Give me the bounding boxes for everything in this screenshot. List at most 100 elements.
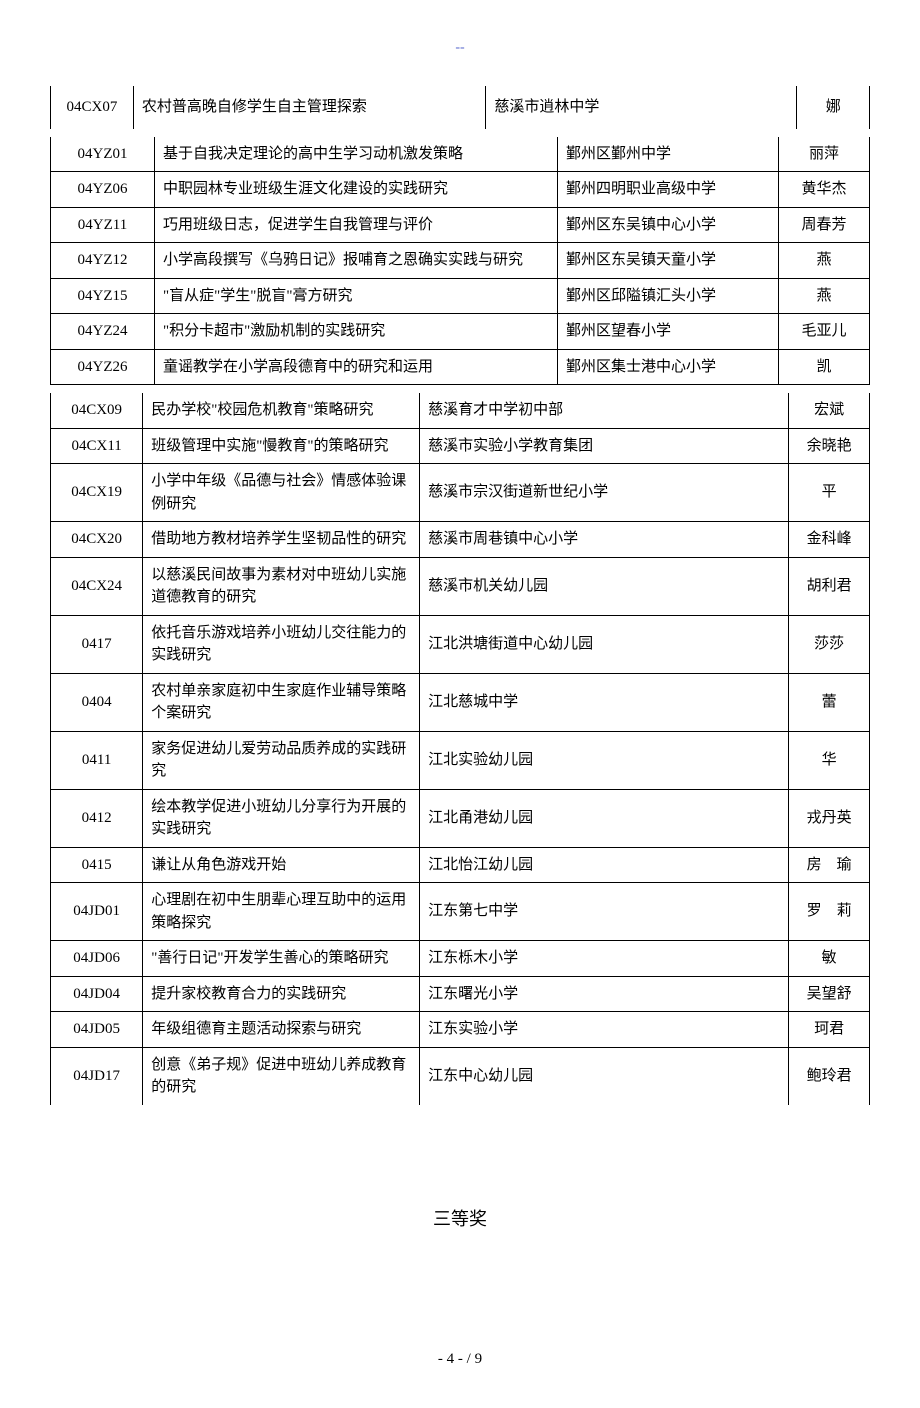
cell-school: 慈溪育才中学初中部 [420,393,789,428]
table-row: 0412 绘本教学促进小班幼儿分享行为开展的实践研究 江北甬港幼儿园 戎丹英 [51,789,870,847]
cell-code: 04CX07 [51,86,134,129]
cell-school: 慈溪市宗汉街道新世纪小学 [420,464,789,522]
table-row: 04YZ06 中职园林专业班级生涯文化建设的实践研究 鄞州四明职业高级中学 黄华… [51,172,870,208]
cell-person: 蕾 [789,673,870,731]
cell-person: 平 [789,464,870,522]
cell-code: 0415 [51,847,143,883]
cell-code: 04YZ26 [51,349,155,385]
cell-person: 房 瑜 [789,847,870,883]
cell-code: 0417 [51,615,143,673]
cell-person: 燕 [779,243,870,279]
cell-school: 鄞州区鄞州中学 [558,137,779,172]
cell-code: 04JD01 [51,883,143,941]
cell-school: 慈溪市实验小学教育集团 [420,428,789,464]
cell-person: 毛亚儿 [779,314,870,350]
cell-title: 谦让从角色游戏开始 [143,847,420,883]
table-row: 04JD04 提升家校教育合力的实践研究 江东曙光小学 吴望舒 [51,976,870,1012]
page-footer: - 4 - / 9 [0,1351,920,1368]
cell-school: 江北怡江幼儿园 [420,847,789,883]
cell-school: 鄞州区东吴镇中心小学 [558,207,779,243]
cell-school: 江北慈城中学 [420,673,789,731]
table-row: 0411 家务促进幼儿爱劳动品质养成的实践研究 江北实验幼儿园 华 [51,731,870,789]
cell-school: 江东曙光小学 [420,976,789,1012]
cell-title: "盲从症"学生"脱盲"膏方研究 [155,278,558,314]
cell-title: 以慈溪民间故事为素材对中班幼儿实施道德教育的研究 [143,557,420,615]
cell-person: 敏 [789,941,870,977]
table-row: 04CX20 借助地方教材培养学生坚韧品性的研究 慈溪市周巷镇中心小学 金科峰 [51,522,870,558]
table-row: 0404 农村单亲家庭初中生家庭作业辅导策略个案研究 江北慈城中学 蕾 [51,673,870,731]
cell-person: 宏斌 [789,393,870,428]
table-row: 04JD01 心理剧在初中生朋辈心理互助中的运用策略探究 江东第七中学 罗 莉 [51,883,870,941]
cell-person: 金科峰 [789,522,870,558]
cell-code: 04YZ11 [51,207,155,243]
cell-title: 民办学校"校园危机教育"策略研究 [143,393,420,428]
cell-school: 江东第七中学 [420,883,789,941]
cell-title: 农村单亲家庭初中生家庭作业辅导策略个案研究 [143,673,420,731]
cell-code: 04YZ01 [51,137,155,172]
cell-title: 借助地方教材培养学生坚韧品性的研究 [143,522,420,558]
cell-title: 提升家校教育合力的实践研究 [143,976,420,1012]
cell-title: "积分卡超市"激励机制的实践研究 [155,314,558,350]
cell-person: 丽萍 [779,137,870,172]
cell-code: 04JD05 [51,1012,143,1048]
cell-code: 0412 [51,789,143,847]
cell-school: 鄞州区望春小学 [558,314,779,350]
table-row: 0417 依托音乐游戏培养小班幼儿交往能力的实践研究 江北洪塘街道中心幼儿园 莎… [51,615,870,673]
cell-code: 04CX19 [51,464,143,522]
table-row: 04YZ15 "盲从症"学生"脱盲"膏方研究 鄞州区邱隘镇汇头小学 燕 [51,278,870,314]
cell-title: 班级管理中实施"慢教育"的策略研究 [143,428,420,464]
cell-code: 04YZ12 [51,243,155,279]
cell-title: 童谣教学在小学高段德育中的研究和运用 [155,349,558,385]
cell-title: 巧用班级日志，促进学生自我管理与评价 [155,207,558,243]
cell-person: 周春芳 [779,207,870,243]
cell-title: 中职园林专业班级生涯文化建设的实践研究 [155,172,558,208]
cell-person: 凯 [779,349,870,385]
cell-code: 0404 [51,673,143,731]
cell-school: 江北洪塘街道中心幼儿园 [420,615,789,673]
table-1: 04CX07 农村普高晚自修学生自主管理探索 慈溪市逍林中学 娜 [50,86,870,129]
cell-code: 04JD17 [51,1047,143,1105]
cell-person: 黄华杰 [779,172,870,208]
table-row: 04YZ26 童谣教学在小学高段德育中的研究和运用 鄞州区集士港中心小学 凯 [51,349,870,385]
cell-person: 华 [789,731,870,789]
cell-person: 娜 [797,86,870,129]
cell-code: 04YZ06 [51,172,155,208]
cell-code: 04CX20 [51,522,143,558]
header-marker: -- [0,40,920,56]
cell-person: 珂君 [789,1012,870,1048]
cell-title: 绘本教学促进小班幼儿分享行为开展的实践研究 [143,789,420,847]
cell-code: 04JD04 [51,976,143,1012]
cell-person: 戎丹英 [789,789,870,847]
cell-school: 鄞州区邱隘镇汇头小学 [558,278,779,314]
table-row: 04YZ01 基于自我决定理论的高中生学习动机激发策略 鄞州区鄞州中学 丽萍 [51,137,870,172]
table-row: 04JD05 年级组德育主题活动探索与研究 江东实验小学 珂君 [51,1012,870,1048]
cell-code: 04YZ24 [51,314,155,350]
cell-school: 鄞州区东吴镇天童小学 [558,243,779,279]
table-3: 04CX09 民办学校"校园危机教育"策略研究 慈溪育才中学初中部 宏斌 04C… [50,393,870,1105]
cell-school: 江东实验小学 [420,1012,789,1048]
table-row: 04JD06 "善行日记"开发学生善心的策略研究 江东栎木小学 敏 [51,941,870,977]
table-row: 04CX24 以慈溪民间故事为素材对中班幼儿实施道德教育的研究 慈溪市机关幼儿园… [51,557,870,615]
cell-school: 鄞州区集士港中心小学 [558,349,779,385]
table-row: 04YZ12 小学高段撰写《乌鸦日记》报哺育之恩确实实践与研究 鄞州区东吴镇天童… [51,243,870,279]
cell-code: 0411 [51,731,143,789]
cell-code: 04YZ15 [51,278,155,314]
section-title: 三等奖 [50,1205,870,1231]
table-row: 04YZ11 巧用班级日志，促进学生自我管理与评价 鄞州区东吴镇中心小学 周春芳 [51,207,870,243]
table-row: 04YZ24 "积分卡超市"激励机制的实践研究 鄞州区望春小学 毛亚儿 [51,314,870,350]
cell-school: 鄞州四明职业高级中学 [558,172,779,208]
cell-title: 基于自我决定理论的高中生学习动机激发策略 [155,137,558,172]
cell-school: 江北甬港幼儿园 [420,789,789,847]
cell-title: 小学高段撰写《乌鸦日记》报哺育之恩确实实践与研究 [155,243,558,279]
cell-title: 家务促进幼儿爱劳动品质养成的实践研究 [143,731,420,789]
cell-person: 罗 莉 [789,883,870,941]
cell-title: 依托音乐游戏培养小班幼儿交往能力的实践研究 [143,615,420,673]
cell-code: 04CX24 [51,557,143,615]
cell-school: 慈溪市周巷镇中心小学 [420,522,789,558]
cell-school: 慈溪市逍林中学 [486,86,797,129]
cell-school: 江东中心幼儿园 [420,1047,789,1105]
cell-person: 燕 [779,278,870,314]
cell-school: 江北实验幼儿园 [420,731,789,789]
cell-title: "善行日记"开发学生善心的策略研究 [143,941,420,977]
table-row: 04CX11 班级管理中实施"慢教育"的策略研究 慈溪市实验小学教育集团 余晓艳 [51,428,870,464]
